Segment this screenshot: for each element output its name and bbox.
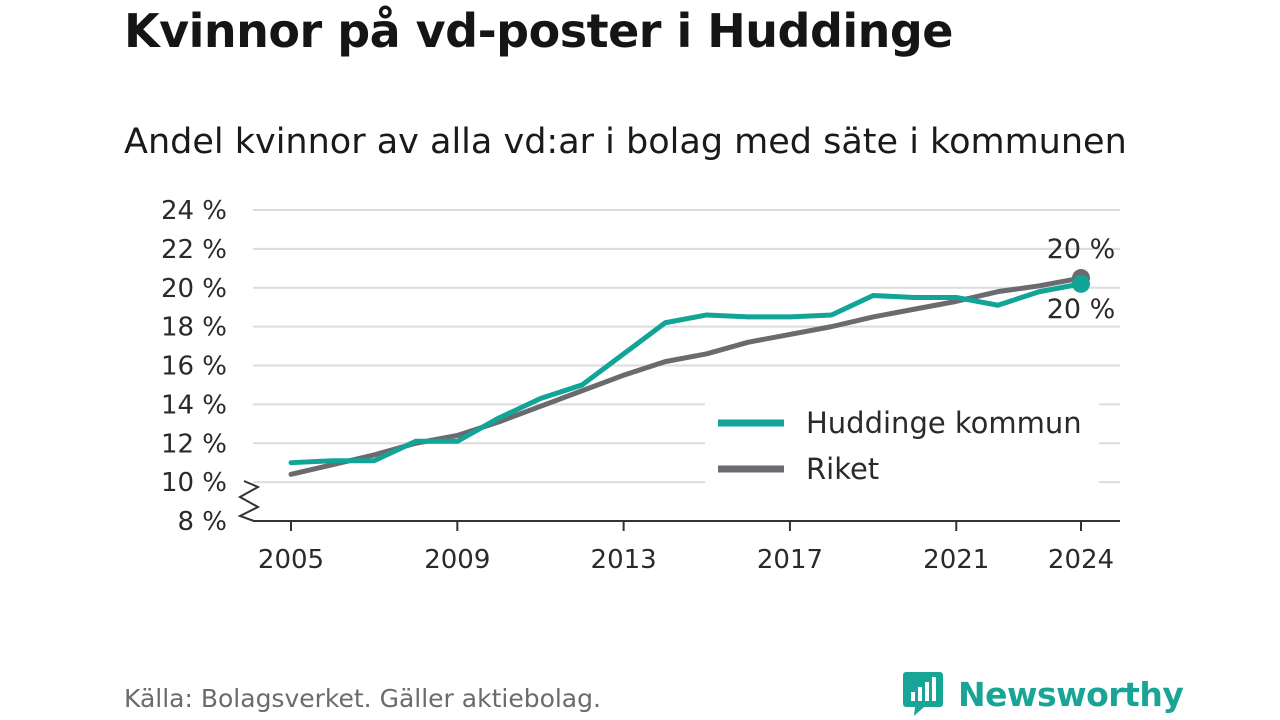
- huddinge-end-point: [1072, 274, 1090, 293]
- brand-logo[interactable]: Newsworthy: [902, 670, 1184, 718]
- y-tick-label: 24 %: [161, 196, 227, 226]
- bar-chart-speech-bubble-icon: [903, 672, 943, 716]
- legend: Huddinge kommun Riket: [705, 400, 1099, 486]
- y-tick-label: 8 %: [177, 507, 227, 537]
- chart-title: Kvinnor på vd-poster i Huddinge: [124, 4, 954, 58]
- x-tick-label: 2021: [923, 545, 989, 575]
- x-tick-label: 2013: [591, 545, 657, 575]
- huddinge-line: [288, 281, 1084, 466]
- x-tick-label: 2005: [258, 545, 324, 575]
- gridlines: [253, 209, 1120, 484]
- riket-end-label: 20 %: [1047, 234, 1116, 265]
- y-tick-label: 10 %: [161, 468, 227, 498]
- y-tick-label: 22 %: [161, 235, 227, 265]
- y-tick-label: 14 %: [161, 390, 227, 420]
- source-note: Källa: Bolagsverket. Gäller aktiebolag.: [124, 684, 601, 713]
- y-tick-label: 12 %: [161, 429, 227, 459]
- axis-break-icon: [237, 480, 261, 522]
- brand-name: Newsworthy: [958, 674, 1184, 714]
- x-tick-label: 2024: [1048, 545, 1114, 575]
- chart-subtitle: Andel kvinnor av alla vd:ar i bolag med …: [124, 122, 1127, 162]
- legend-label-huddinge: Huddinge kommun: [806, 406, 1082, 440]
- series-lines: [288, 269, 1090, 477]
- legend-label-riket: Riket: [806, 452, 879, 486]
- x-tick-label: 2009: [424, 545, 490, 575]
- huddinge-end-label: 20 %: [1047, 294, 1116, 325]
- y-tick-label: 20 %: [161, 274, 227, 304]
- x-tick-label: 2017: [757, 545, 823, 575]
- end-labels: 20 % 20 %: [1047, 234, 1116, 325]
- y-tick-label: 18 %: [161, 313, 227, 343]
- axes: 8 % 10 % 12 % 14 % 16 % 18 % 20 % 22 % 24 % 2005 2…: [161, 196, 1120, 575]
- y-tick-label: 16 %: [161, 352, 227, 382]
